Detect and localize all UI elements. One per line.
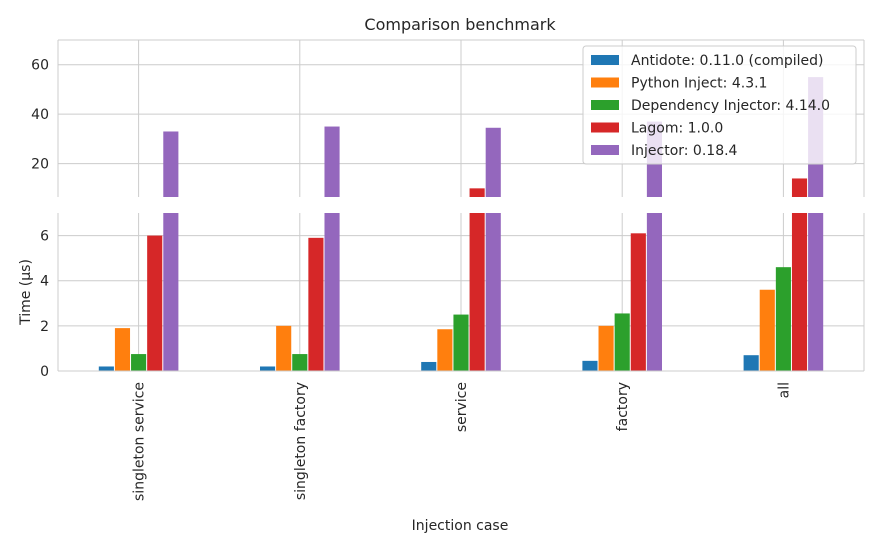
bar (163, 213, 179, 371)
bar (582, 360, 598, 371)
bar (808, 213, 824, 371)
x-tick-label: service (454, 382, 470, 432)
lower-axes: 0 2 4 6 singleton service singleton factory se… (40, 213, 865, 501)
y-tick-label: 60 (31, 58, 49, 74)
bar (743, 355, 759, 371)
bar (131, 354, 147, 371)
legend-box (582, 45, 857, 165)
x-tick-label: singleton service (132, 382, 148, 501)
x-axis-label: Injection case (412, 518, 509, 534)
bar (324, 213, 340, 371)
bar (469, 213, 485, 371)
bar (292, 354, 308, 371)
bar (630, 233, 646, 371)
y-tick-label: 4 (40, 274, 49, 290)
legend-label: Injector: 0.18.4 (631, 143, 738, 159)
legend: Antidote: 0.11.0 (compiled) Python Inject… (582, 45, 857, 165)
bar (308, 237, 324, 371)
bar (437, 329, 453, 371)
bar (791, 213, 808, 371)
x-tick-label: all (776, 382, 792, 398)
legend-swatch (591, 55, 619, 65)
bar (324, 126, 340, 197)
y-tick-label: 0 (40, 364, 49, 380)
bar (98, 366, 114, 371)
legend-label: Lagom: 1.0.0 (631, 121, 723, 137)
y-axis-label: Time (µs) (18, 259, 34, 326)
bar (791, 178, 808, 197)
y-tick-label: 20 (31, 157, 49, 173)
x-tick-label: factory (615, 382, 631, 431)
legend-swatch (591, 77, 619, 88)
y-tick-label: 2 (40, 319, 49, 335)
bar (260, 366, 276, 371)
legend-label: Antidote: 0.11.0 (compiled) (631, 53, 824, 69)
legend-label: Python Inject: 4.3.1 (631, 76, 767, 92)
bar (646, 213, 662, 371)
legend-swatch (591, 100, 619, 110)
chart-title: Comparison benchmark (364, 15, 556, 34)
bar (147, 235, 163, 371)
legend-label: Dependency Injector: 4.14.0 (631, 98, 830, 114)
bar (614, 313, 630, 371)
bar (163, 131, 179, 197)
bar (759, 289, 775, 371)
bar (453, 314, 469, 371)
y-tick-label: 40 (31, 107, 49, 123)
y-tick-label: 6 (40, 229, 49, 245)
bar (421, 361, 437, 371)
legend-swatch (591, 122, 619, 133)
bar (485, 127, 501, 197)
legend-swatch (591, 145, 619, 155)
bar (276, 325, 292, 371)
bar (775, 267, 791, 371)
bar (114, 328, 131, 371)
bar (598, 325, 614, 371)
bar (469, 188, 485, 197)
x-tick-label: singleton factory (293, 382, 309, 500)
bar (485, 213, 501, 371)
